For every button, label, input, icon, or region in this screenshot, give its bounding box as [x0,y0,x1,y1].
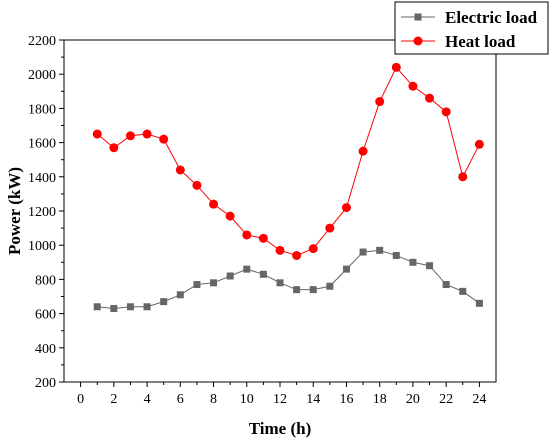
data-point [126,303,134,311]
data-point [175,165,185,175]
x-tick-label: 0 [77,392,84,407]
x-tick-label: 2 [110,392,117,407]
data-point [459,287,467,295]
x-tick-label: 16 [339,392,353,407]
data-point [125,131,135,141]
x-tick-label: 24 [472,392,486,407]
data-point [325,223,335,233]
data-point [143,303,151,311]
y-tick-label: 200 [35,376,56,391]
legend-label: Heat load [445,32,516,51]
data-point [243,265,251,273]
data-point [259,270,267,278]
data-point [209,199,219,209]
y-tick-label: 2000 [28,68,56,83]
plot-frame [63,39,497,383]
series-line [96,66,480,256]
data-point [210,279,218,287]
legend-box [394,1,549,55]
data-point [292,250,302,260]
data-point [225,211,235,221]
legend: Electric load Heat load [394,1,549,55]
y-tick-label: 2200 [28,34,56,49]
data-point [392,251,400,259]
data-point [375,97,385,107]
data-point [159,134,169,144]
x-tick-label: 20 [406,392,420,407]
y-tick-label: 600 [35,308,56,323]
data-point [226,272,234,280]
x-axis-title: Time (h) [249,419,312,438]
y-tick-label: 1400 [28,171,56,186]
data-point [409,258,417,266]
x-tick-label: 12 [273,392,287,407]
data-point [242,230,252,240]
y-tick-label: 1800 [28,102,56,117]
data-point [358,146,368,156]
data-point [391,62,401,72]
data-point [110,304,118,312]
data-point [458,172,468,182]
legend-label: Electric load [445,8,538,27]
x-axis: 0 2 4 6 8 10 12 14 16 18 20 22 24 [77,382,486,407]
legend-item: Electric load [401,8,538,27]
data-point [308,244,318,254]
series-heat-load [92,62,484,260]
data-point [293,286,301,294]
legend-items: Electric load Heat load [401,8,538,51]
data-point [441,107,451,117]
y-tick-label: 1200 [28,205,56,220]
y-tick-label: 1000 [28,239,56,254]
y-axis: 200 400 600 800 1000 1200 1400 1600 1800 2000 2200 [28,34,64,391]
plot-area-border [63,39,497,383]
y-tick-label: 1600 [28,137,56,152]
data-point [192,180,202,190]
series-line [97,249,480,309]
y-axis-title: Power (kW) [5,167,24,255]
legend-marker [413,36,423,46]
data-point [425,93,435,103]
data-point [176,291,184,299]
x-tick-label: 10 [240,392,254,407]
legend-marker [414,13,422,21]
data-point [426,262,434,270]
x-tick-label: 6 [177,392,184,407]
data-point [342,265,350,273]
data-point [92,129,102,139]
data-point [309,286,317,294]
data-point [276,279,284,287]
data-point [109,143,119,153]
series-electric-load [93,246,483,312]
data-point [474,139,484,149]
x-tick-label: 14 [306,392,320,407]
series-layer [92,62,484,312]
data-point [326,282,334,290]
data-point [142,129,152,139]
data-point [359,248,367,256]
x-tick-label: 8 [210,392,217,407]
x-tick-label: 18 [373,392,387,407]
data-point [193,281,201,289]
data-point [258,233,268,243]
x-tick-label: 4 [144,392,151,407]
data-point [341,203,351,213]
legend-item: Heat load [401,32,516,51]
y-tick-label: 800 [35,273,56,288]
x-tick-label: 22 [439,392,453,407]
data-point [275,245,285,255]
data-point [93,303,101,311]
data-point [376,246,384,254]
data-point [475,299,483,307]
data-point [160,298,168,306]
data-point [408,81,418,91]
y-tick-label: 400 [35,342,56,357]
data-point [442,281,450,289]
